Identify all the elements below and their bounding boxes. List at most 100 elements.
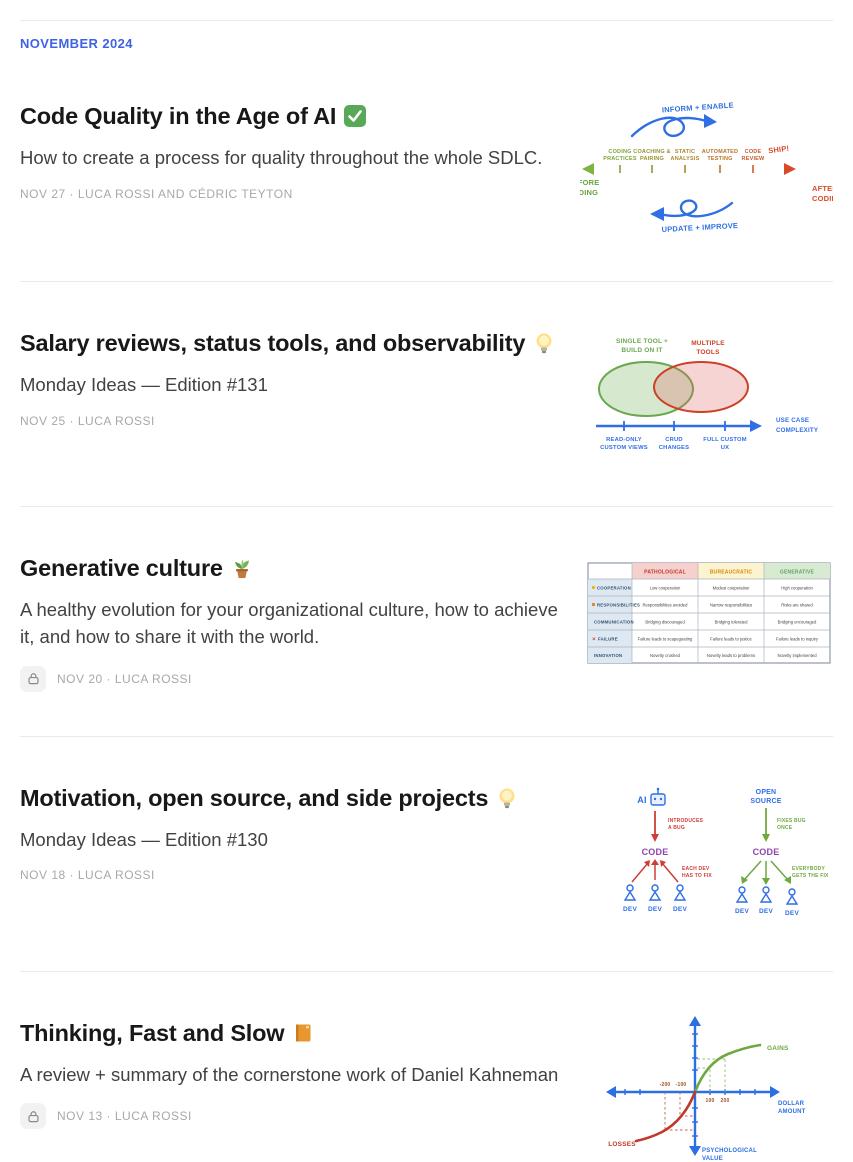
- post-item[interactable]: Generative culture A healthy evolution f…: [20, 507, 833, 737]
- code-label: CODE: [642, 847, 669, 857]
- tick-label: UX: [721, 445, 729, 451]
- neg-tick-label: -200: [660, 1082, 671, 1088]
- tick-label: AUTOMATED: [702, 149, 738, 155]
- gain-guides: [695, 1058, 726, 1092]
- introduces-bug-label: INTRODUCES: [668, 818, 704, 824]
- archive-page: NOVEMBER 2024 Code Quality in the Age of…: [0, 20, 853, 1162]
- post-text-block: Code Quality in the Age of AI How to cre…: [20, 101, 565, 201]
- post-thumbnail[interactable]: INFORM + ENABLE CODING PRACTICES COACHIN…: [580, 95, 833, 237]
- post-title-text: Salary reviews, status tools, and observ…: [20, 330, 526, 356]
- post-title-text: Code Quality in the Age of AI: [20, 103, 337, 129]
- post-title[interactable]: Salary reviews, status tools, and observ…: [20, 328, 565, 359]
- sdlc-timeline-diagram: INFORM + ENABLE CODING PRACTICES COACHIN…: [580, 101, 833, 234]
- ai-vs-opensource-diagram: AI INTRODUCES A BUG CODE EACH DEV HAS TO…: [623, 787, 829, 917]
- post-item[interactable]: Code Quality in the Age of AI How to cre…: [20, 51, 833, 282]
- table-cell: High cooperation: [781, 586, 813, 591]
- post-subtitle[interactable]: A healthy evolution for your organizatio…: [20, 599, 558, 647]
- loss-guides: [664, 1091, 695, 1131]
- losses-label: LOSSES: [608, 1141, 636, 1148]
- tick-label: FULL CUSTOM: [703, 437, 747, 443]
- post-subtitle[interactable]: Monday Ideas — Edition #131: [20, 374, 268, 396]
- row-label: RESPONSIBILITIES: [597, 603, 640, 608]
- losses-curve: [634, 1090, 697, 1142]
- before-coding-label: BEFORE: [580, 178, 599, 187]
- table-cell: Responsibilities avoided: [643, 603, 689, 608]
- inform-enable-arrow: [630, 116, 708, 138]
- everybody-label: GETS THE FIX: [792, 873, 829, 879]
- after-coding-label: AFTER: [812, 184, 833, 193]
- post-title[interactable]: Motivation, open source, and side projec…: [20, 783, 565, 814]
- pos-tick-label: 200: [721, 1098, 730, 1104]
- venn-left-label: SINGLE TOOL +: [616, 338, 668, 345]
- each-dev-label: HAS TO FIX: [682, 873, 712, 879]
- red-ellipse: [653, 361, 749, 413]
- lock-icon: [27, 673, 39, 685]
- table-header: GENERATIVE: [780, 570, 815, 576]
- post-title-text: Motivation, open source, and side projec…: [20, 784, 489, 811]
- y-axis-title: PSYCHOLOGICAL: [702, 1148, 757, 1154]
- row-label: FAILURE: [598, 637, 618, 642]
- x-mark: ✕: [592, 637, 596, 642]
- tick-label: CODE: [745, 149, 762, 155]
- x-axis-title: DOLLAR: [778, 1101, 805, 1107]
- post-item[interactable]: Motivation, open source, and side projec…: [20, 737, 833, 972]
- post-item[interactable]: Thinking, Fast and Slow A review + summa…: [20, 972, 833, 1162]
- ai-label: AI: [637, 795, 646, 805]
- post-meta: NOV 18 · LUCA ROSSI: [20, 868, 565, 882]
- post-thumbnail[interactable]: SINGLE TOOL + BUILD ON IT MULTIPLE TOOLS…: [580, 322, 833, 462]
- top-divider: [20, 20, 833, 21]
- table-cell: Bridging discouraged: [645, 620, 685, 625]
- row-label: COOPERATION: [597, 586, 631, 591]
- post-subtitle[interactable]: How to create a process for quality thro…: [20, 147, 543, 169]
- post-thumbnail[interactable]: AI INTRODUCES A BUG CODE EACH DEV HAS TO…: [580, 777, 833, 927]
- pos-tick-label: 100: [706, 1098, 715, 1104]
- table-cell: Novelty implemented: [777, 653, 817, 658]
- potted-plant-emoji-icon: [230, 556, 254, 580]
- lightbulb-emoji-icon: [532, 331, 556, 355]
- orange-book-emoji-icon: [291, 1021, 315, 1045]
- tick-label: TESTING: [707, 156, 732, 162]
- row-label: COMMUNICATION: [594, 620, 634, 625]
- post-thumbnail[interactable]: GAINS LOSSES -200 -100 100 200 DOLLAR AM…: [580, 1012, 833, 1162]
- tick-label: CRUD: [665, 437, 683, 443]
- green-ellipse: [598, 361, 694, 417]
- table-cell: Narrow responsibilities: [710, 603, 752, 608]
- ship-label: SHIP!: [768, 144, 790, 155]
- open-source-label: SOURCE: [750, 798, 781, 805]
- check-mark-emoji-icon: [343, 104, 367, 128]
- post-title[interactable]: Code Quality in the Age of AI: [20, 101, 565, 132]
- tick-label: PAIRING: [640, 156, 664, 162]
- post-item[interactable]: Salary reviews, status tools, and observ…: [20, 282, 833, 507]
- everybody-label: EVERYBODY: [792, 866, 825, 872]
- timeline-top-label: INFORM + ENABLE: [662, 101, 734, 115]
- tick-label: ANALYSIS: [671, 156, 700, 162]
- axis-ticks: [624, 1032, 756, 1137]
- axis-left-arrowhead: [582, 163, 594, 175]
- month-header: NOVEMBER 2024: [20, 36, 133, 51]
- post-meta: NOV 27 · LUCA ROSSI AND CÉDRIC TEYTON: [20, 187, 565, 201]
- lightbulb-emoji-icon: [495, 786, 519, 810]
- lock-icon: [27, 1111, 39, 1123]
- post-subtitle[interactable]: A review + summary of the cornerstone wo…: [20, 1063, 559, 1085]
- update-improve-arrow: [658, 199, 734, 218]
- dev-label: DEV: [735, 908, 749, 915]
- post-title[interactable]: Thinking, Fast and Slow: [20, 1018, 565, 1049]
- post-meta: NOV 13 · LUCA ROSSI: [20, 1103, 565, 1130]
- table-cell: Low cooperation: [650, 586, 681, 591]
- post-subtitle[interactable]: Monday Ideas — Edition #130: [20, 828, 268, 850]
- post-meta-text: NOV 25 · LUCA ROSSI: [20, 413, 155, 428]
- post-meta-text: NOV 18 · LUCA ROSSI: [20, 868, 155, 883]
- dev-label: DEV: [673, 906, 687, 913]
- post-title[interactable]: Generative culture: [20, 553, 565, 584]
- paid-lock-badge: [20, 1103, 46, 1130]
- before-coding-label: CODING: [580, 188, 598, 197]
- gains-label: GAINS: [767, 1045, 789, 1052]
- tick-label: COACHING &: [633, 149, 670, 155]
- prospect-theory-chart: GAINS LOSSES -200 -100 100 200 DOLLAR AM…: [606, 1015, 805, 1162]
- venn-left-label: BUILD ON IT: [621, 347, 662, 354]
- gains-curve: [693, 1043, 762, 1093]
- post-thumbnail[interactable]: PATHOLOGICAL BUREAUCRATIC GENERATIVE COO…: [580, 555, 833, 680]
- tool-venn-diagram: SINGLE TOOL + BUILD ON IT MULTIPLE TOOLS…: [596, 338, 819, 451]
- each-dev-label: EACH DEV: [682, 866, 710, 872]
- arrowhead: [704, 114, 717, 128]
